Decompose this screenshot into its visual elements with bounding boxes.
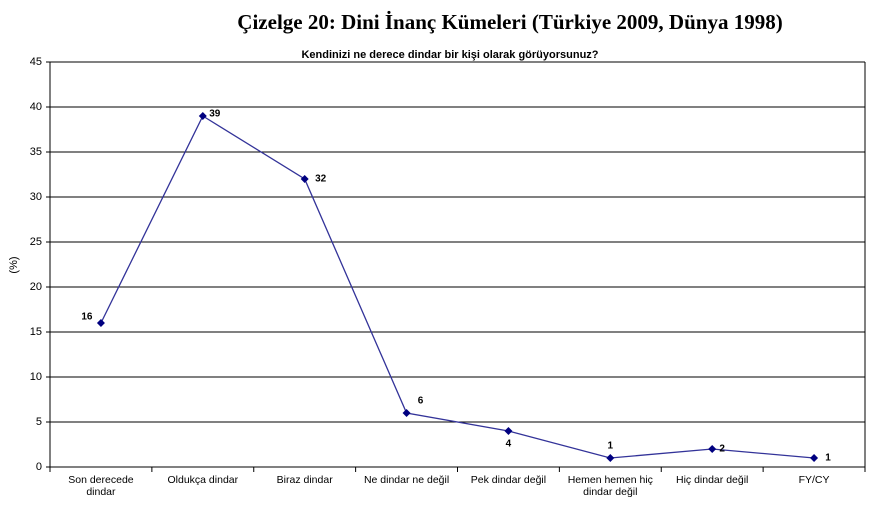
x-tick-label: Oldukça dindar (167, 474, 239, 486)
data-point (96, 319, 105, 327)
x-tick-label: Son derecede dindar (68, 474, 134, 498)
x-tick-label: Hemen hemen hiç dindar değil (567, 474, 653, 498)
x-tick-label: FY/CY (798, 474, 830, 486)
x-tick-label: Pek dindar değil (470, 474, 547, 486)
data-label: 1 (608, 441, 614, 452)
data-point (708, 445, 717, 453)
data-point (504, 427, 513, 435)
data-label: 2 (719, 444, 725, 455)
y-tick-label: 30 (30, 191, 42, 203)
y-tick-label: 5 (36, 416, 42, 428)
data-label: 16 (81, 312, 93, 323)
data-label: 4 (506, 439, 512, 450)
y-axis-label: (%) (8, 256, 20, 273)
y-tick-label: 40 (30, 101, 42, 113)
data-point (198, 112, 207, 120)
y-tick-label: 25 (30, 236, 42, 248)
y-tick-label: 35 (30, 146, 42, 158)
data-label: 39 (209, 109, 221, 120)
chart-subtitle: Kendinizi ne derece dindar bir kişi olar… (301, 49, 598, 61)
data-line (100, 115, 815, 459)
x-tick-label: Hiç dindar değil (676, 474, 749, 486)
y-tick-label: 45 (30, 56, 42, 68)
data-point (810, 454, 819, 462)
data-point (300, 175, 309, 183)
y-tick-label: 20 (30, 281, 42, 293)
x-tick-label: Biraz dindar (276, 474, 333, 486)
chart-title: Çizelge 20: Dini İnanç Kümeleri (Türkiye… (237, 10, 782, 34)
data-label: 6 (418, 396, 424, 407)
x-tick-label: Ne dindar ne değil (363, 474, 450, 486)
data-label: 32 (315, 174, 327, 185)
y-tick-label: 15 (30, 326, 42, 338)
data-point (402, 409, 411, 417)
data-point (606, 454, 615, 462)
data-label: 1 (825, 453, 831, 464)
y-tick-label: 0 (36, 461, 42, 473)
y-tick-label: 10 (30, 371, 42, 383)
